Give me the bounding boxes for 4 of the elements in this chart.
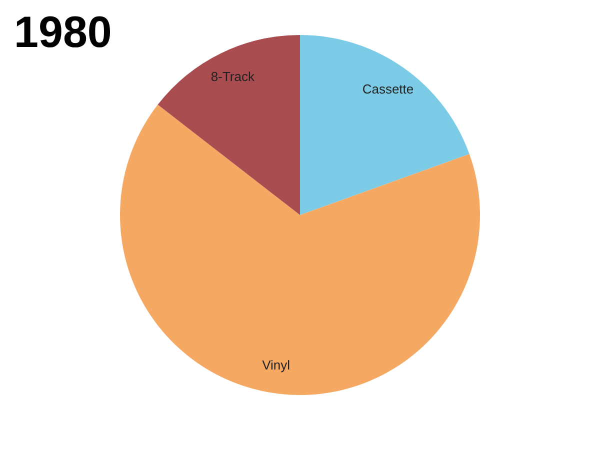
slice-label: Vinyl bbox=[262, 358, 290, 373]
slice-label: 8-Track bbox=[210, 69, 255, 84]
chart-title: 1980 bbox=[14, 8, 112, 58]
slice-label: Cassette bbox=[362, 81, 414, 96]
